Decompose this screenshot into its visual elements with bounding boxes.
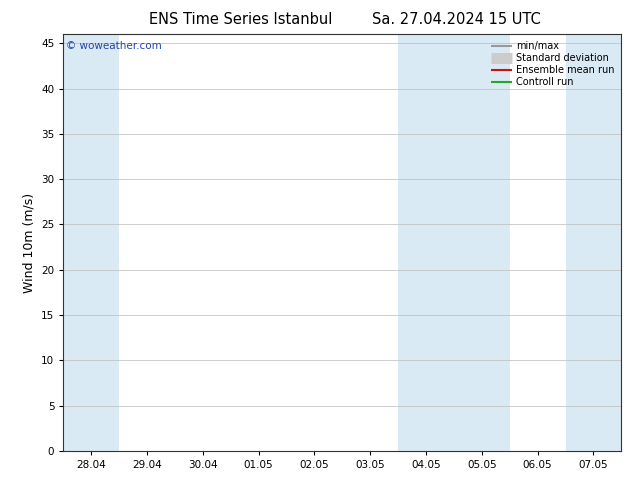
Bar (63, 34, 119, 451)
Legend: min/max, Standard deviation, Ensemble mean run, Controll run: min/max, Standard deviation, Ensemble me… (489, 39, 616, 89)
Bar (566, 34, 634, 451)
Text: © woweather.com: © woweather.com (66, 41, 162, 50)
Y-axis label: Wind 10m (m/s): Wind 10m (m/s) (23, 193, 36, 293)
Bar (398, 34, 510, 451)
Text: Sa. 27.04.2024 15 UTC: Sa. 27.04.2024 15 UTC (372, 12, 541, 27)
Text: ENS Time Series Istanbul: ENS Time Series Istanbul (149, 12, 333, 27)
